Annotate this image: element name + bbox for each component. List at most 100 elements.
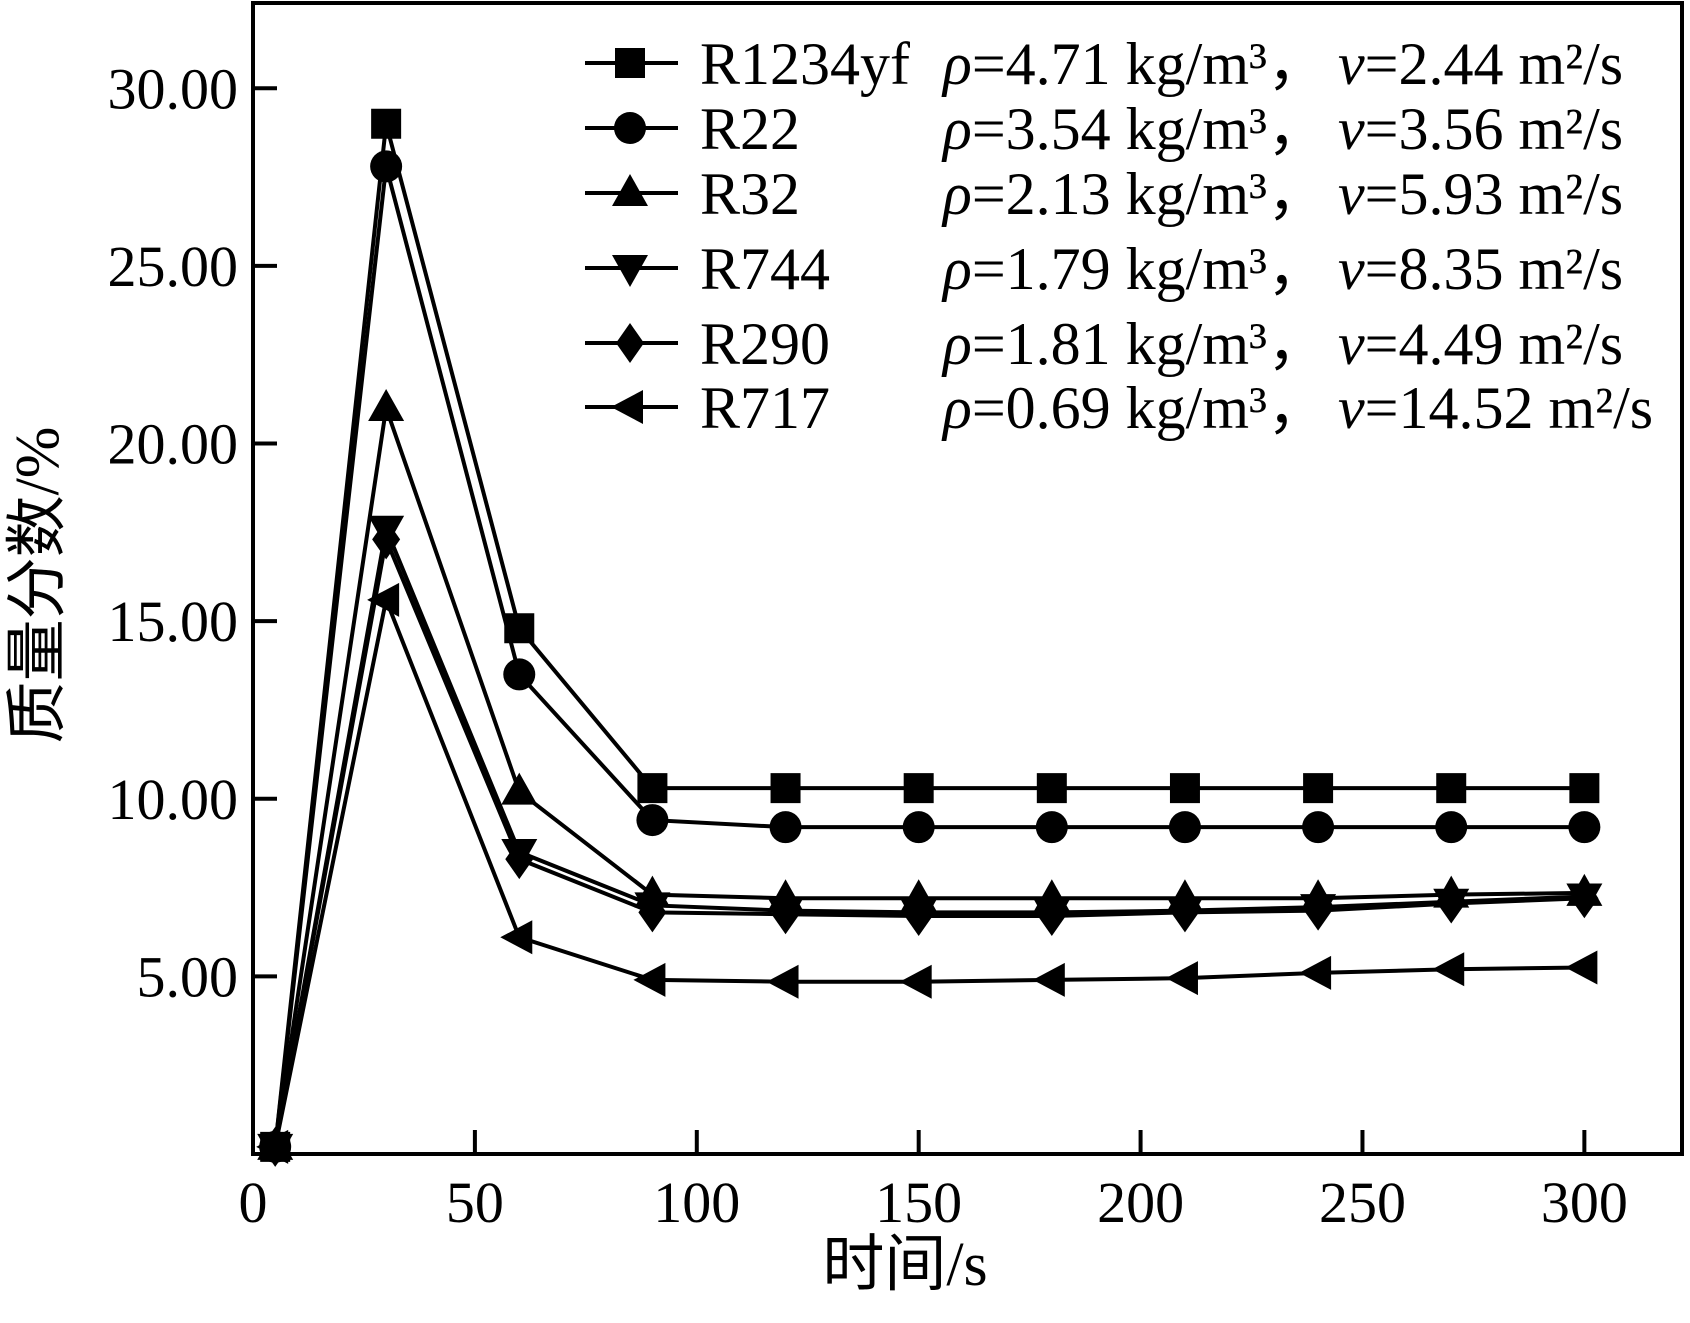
marker-circle <box>1035 811 1068 844</box>
legend-series-viscosity: v=4.49 m²/s <box>1338 311 1623 377</box>
marker-diamond <box>1170 892 1199 933</box>
marker-circle <box>503 658 536 691</box>
marker-circle <box>1302 811 1335 844</box>
marker-diamond <box>616 323 644 363</box>
marker-triangle-down <box>612 255 648 287</box>
legend-row-r1234yf: R1234yf ρ=4.71 kg/m³， v=2.44 m²/s <box>585 31 1623 97</box>
x-tick-label: 200 <box>1097 1170 1184 1235</box>
marker-triangle-left <box>1165 961 1198 996</box>
legend-row-r744: R744 ρ=1.79 kg/m³， v=8.35 m²/s <box>585 236 1623 302</box>
legend-series-viscosity: v=3.56 m²/s <box>1338 96 1623 162</box>
y-tick-label: 10.00 <box>108 767 239 832</box>
legend-series-density: ρ=4.71 kg/m³， <box>941 31 1327 97</box>
series-r1234yf <box>260 108 1600 1162</box>
legend-series-viscosity: v=8.35 m²/s <box>1338 236 1623 302</box>
marker-triangle-left <box>256 1129 289 1164</box>
legend-series-density: ρ=0.69 kg/m³， <box>941 375 1327 441</box>
series-r717 <box>256 582 1598 1164</box>
marker-square <box>770 773 801 804</box>
x-tick-label: 100 <box>653 1170 740 1235</box>
legend-series-density: ρ=1.81 kg/m³， <box>941 311 1327 377</box>
marker-circle <box>370 150 403 183</box>
y-tick-label: 15.00 <box>108 589 239 654</box>
x-tick-label: 50 <box>446 1170 504 1235</box>
marker-circle <box>636 804 669 837</box>
legend-series-name: R1234yf <box>700 31 910 97</box>
legend-series-viscosity: v=14.52 m²/s <box>1338 375 1653 441</box>
marker-square <box>903 773 934 804</box>
marker-square <box>1169 773 1200 804</box>
marker-square <box>1036 773 1067 804</box>
marker-triangle-left <box>1565 950 1598 985</box>
marker-diamond <box>638 892 667 933</box>
y-tick-label: 25.00 <box>108 234 239 299</box>
legend-series-density: ρ=1.79 kg/m³， <box>941 236 1327 302</box>
marker-square <box>637 773 668 804</box>
marker-diamond <box>1037 895 1066 936</box>
x-axis-title: 时间/s <box>822 1231 987 1299</box>
marker-circle <box>1168 811 1201 844</box>
series-line <box>273 532 1585 1148</box>
marker-square <box>1569 773 1600 804</box>
x-tick-label: 300 <box>1541 1170 1628 1235</box>
marker-square <box>1303 773 1334 804</box>
marker-triangle-left <box>1032 962 1065 997</box>
series-line <box>273 592 1585 1148</box>
series-layer <box>256 108 1603 1167</box>
marker-diamond <box>1570 878 1599 919</box>
legend-series-density: ρ=3.54 kg/m³， <box>941 96 1327 162</box>
marker-circle <box>1435 811 1468 844</box>
series-r22 <box>259 150 1601 1163</box>
marker-triangle-left <box>367 582 400 617</box>
marker-diamond <box>904 895 933 936</box>
legend-series-name: R32 <box>700 161 800 227</box>
marker-triangle-up <box>612 174 648 206</box>
marker-circle <box>769 811 802 844</box>
y-axis-title: 质量分数/% <box>4 427 72 744</box>
legend-series-viscosity: v=5.93 m²/s <box>1338 161 1623 227</box>
plot-frame <box>251 1 1684 1156</box>
marker-square <box>615 48 645 78</box>
legend-series-density: ρ=2.13 kg/m³， <box>941 161 1327 227</box>
marker-square <box>371 108 402 139</box>
marker-diamond <box>505 839 534 880</box>
x-tick-label: 0 <box>239 1170 268 1235</box>
marker-diamond <box>1437 883 1466 924</box>
legend-series-name: R744 <box>700 236 830 302</box>
y-tick-label: 30.00 <box>108 56 239 121</box>
legend-row-r32: R32 ρ=2.13 kg/m³， v=5.93 m²/s <box>585 161 1623 227</box>
marker-triangle-up <box>501 772 538 805</box>
axis-ticks: 0 50 100 150 200 250 300 5.00 10.00 15.00 20.00 25.… <box>108 56 1628 1235</box>
legend-series-viscosity: v=2.44 m²/s <box>1338 31 1623 97</box>
series-r290 <box>261 519 1599 1167</box>
marker-square <box>504 613 535 644</box>
legend-row-r22: R22 ρ=3.54 kg/m³， v=3.56 m²/s <box>585 96 1623 162</box>
marker-diamond <box>771 894 800 935</box>
marker-triangle-up <box>368 388 405 421</box>
marker-circle <box>902 811 935 844</box>
marker-circle <box>1568 811 1601 844</box>
marker-circle <box>614 112 646 144</box>
marker-triangle-left <box>1299 955 1332 990</box>
legend: R1234yf ρ=4.71 kg/m³， v=2.44 m²/s R22 ρ=3.54… <box>585 31 1653 441</box>
marker-triangle-left <box>500 920 533 955</box>
legend-series-name: R717 <box>700 375 830 441</box>
marker-triangle-left <box>899 964 932 999</box>
marker-square <box>1436 773 1467 804</box>
marker-triangle-left <box>611 390 643 424</box>
marker-triangle-left <box>1432 952 1465 987</box>
y-tick-label: 5.00 <box>137 944 239 1009</box>
marker-diamond <box>372 519 401 560</box>
x-tick-label: 150 <box>875 1170 962 1235</box>
legend-series-name: R290 <box>700 311 830 377</box>
legend-row-r717: R717 ρ=0.69 kg/m³， v=14.52 m²/s <box>585 375 1653 441</box>
y-tick-label: 20.00 <box>108 412 239 477</box>
x-tick-label: 250 <box>1319 1170 1406 1235</box>
legend-series-name: R22 <box>700 96 800 162</box>
marker-diamond <box>1304 890 1333 931</box>
marker-triangle-left <box>766 964 799 999</box>
legend-row-r290: R290 ρ=1.81 kg/m³， v=4.49 m²/s <box>585 311 1623 377</box>
marker-triangle-left <box>633 962 666 997</box>
